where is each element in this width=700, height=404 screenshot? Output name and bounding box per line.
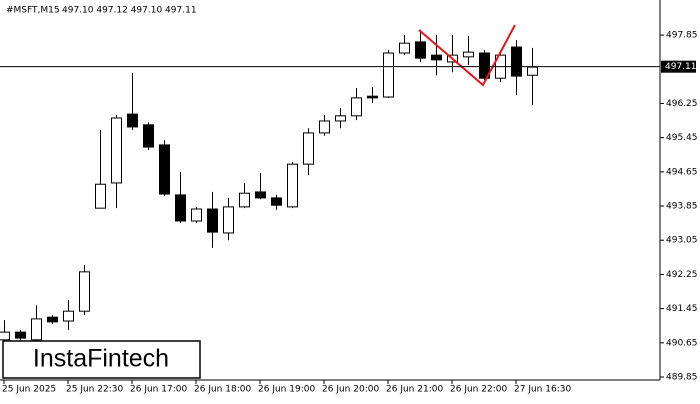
- candle-body: [271, 197, 282, 206]
- candle-body: [143, 124, 154, 148]
- y-tick-label: 492.25: [666, 270, 698, 280]
- candle-body: [191, 208, 202, 222]
- candle-body: [511, 46, 522, 77]
- y-tick-label: 494.65: [666, 167, 698, 177]
- plot: [0, 29, 538, 345]
- candle-body: [383, 52, 394, 98]
- candle-body: [431, 54, 442, 61]
- x-tick-label: 26 Jun 22:00: [450, 385, 507, 395]
- x-tick-label: 26 Jun 18:00: [194, 385, 251, 395]
- candle-body: [127, 113, 138, 128]
- chart-title: #MSFT,M15: [6, 6, 60, 16]
- logo: InstaFintech: [33, 345, 169, 373]
- current-price-box: [661, 60, 696, 73]
- candle-body: [63, 310, 74, 322]
- y-tick-label: 497.85: [666, 31, 698, 41]
- x-tick-label: 26 Jun 20:00: [322, 385, 379, 395]
- chart-subtitle: 497.10 497.12 497.10 497.11: [62, 6, 197, 16]
- x-tick-label: 25 Jun 2025: [2, 385, 56, 395]
- candle-body: [367, 95, 378, 99]
- logo-box: [2, 340, 201, 379]
- candle-body: [31, 318, 42, 341]
- x-tick-label: 25 Jun 22:30: [66, 385, 123, 395]
- candle-body: [239, 192, 250, 208]
- candle-body: [319, 120, 330, 134]
- candle-body: [479, 52, 490, 79]
- candle-body: [335, 115, 346, 122]
- candle-body: [287, 163, 298, 208]
- candle-body: [175, 194, 186, 222]
- candle-body: [415, 41, 426, 59]
- candle-body: [0, 331, 10, 341]
- candle-body: [303, 132, 314, 165]
- candle-body: [223, 206, 234, 234]
- candle-body: [47, 316, 58, 323]
- candle-body: [111, 117, 122, 184]
- x-tick-label: 26 Jun 17:00: [130, 385, 187, 395]
- y-tick-label: 490.65: [666, 338, 698, 348]
- candle-body: [15, 331, 26, 339]
- x-tick-label: 26 Jun 19:00: [258, 385, 315, 395]
- candle-body: [399, 42, 410, 54]
- x-tick-label: 26 Jun 21:00: [386, 385, 443, 395]
- y-tick-label: 496.25: [666, 99, 698, 109]
- x-tick-label: 27 Jun 16:30: [514, 385, 571, 395]
- current-price-label: 497.11: [665, 62, 697, 72]
- candle-body: [95, 183, 106, 209]
- candle-body: [79, 271, 90, 312]
- candle-body: [255, 191, 266, 199]
- y-tick-label: 493.85: [666, 202, 698, 212]
- candle-body: [527, 66, 538, 76]
- y-tick-label: 495.45: [666, 133, 698, 143]
- y-tick-label: 493.05: [666, 236, 698, 246]
- y-tick-label: 489.85: [666, 373, 698, 383]
- y-tick-label: 491.45: [666, 304, 698, 314]
- pattern-line: [418, 24, 516, 87]
- candle-body: [159, 144, 170, 195]
- candle-body: [463, 51, 474, 58]
- candle-body: [351, 97, 362, 117]
- candle-body: [207, 208, 218, 233]
- overlay: 497.11: [0, 60, 697, 73]
